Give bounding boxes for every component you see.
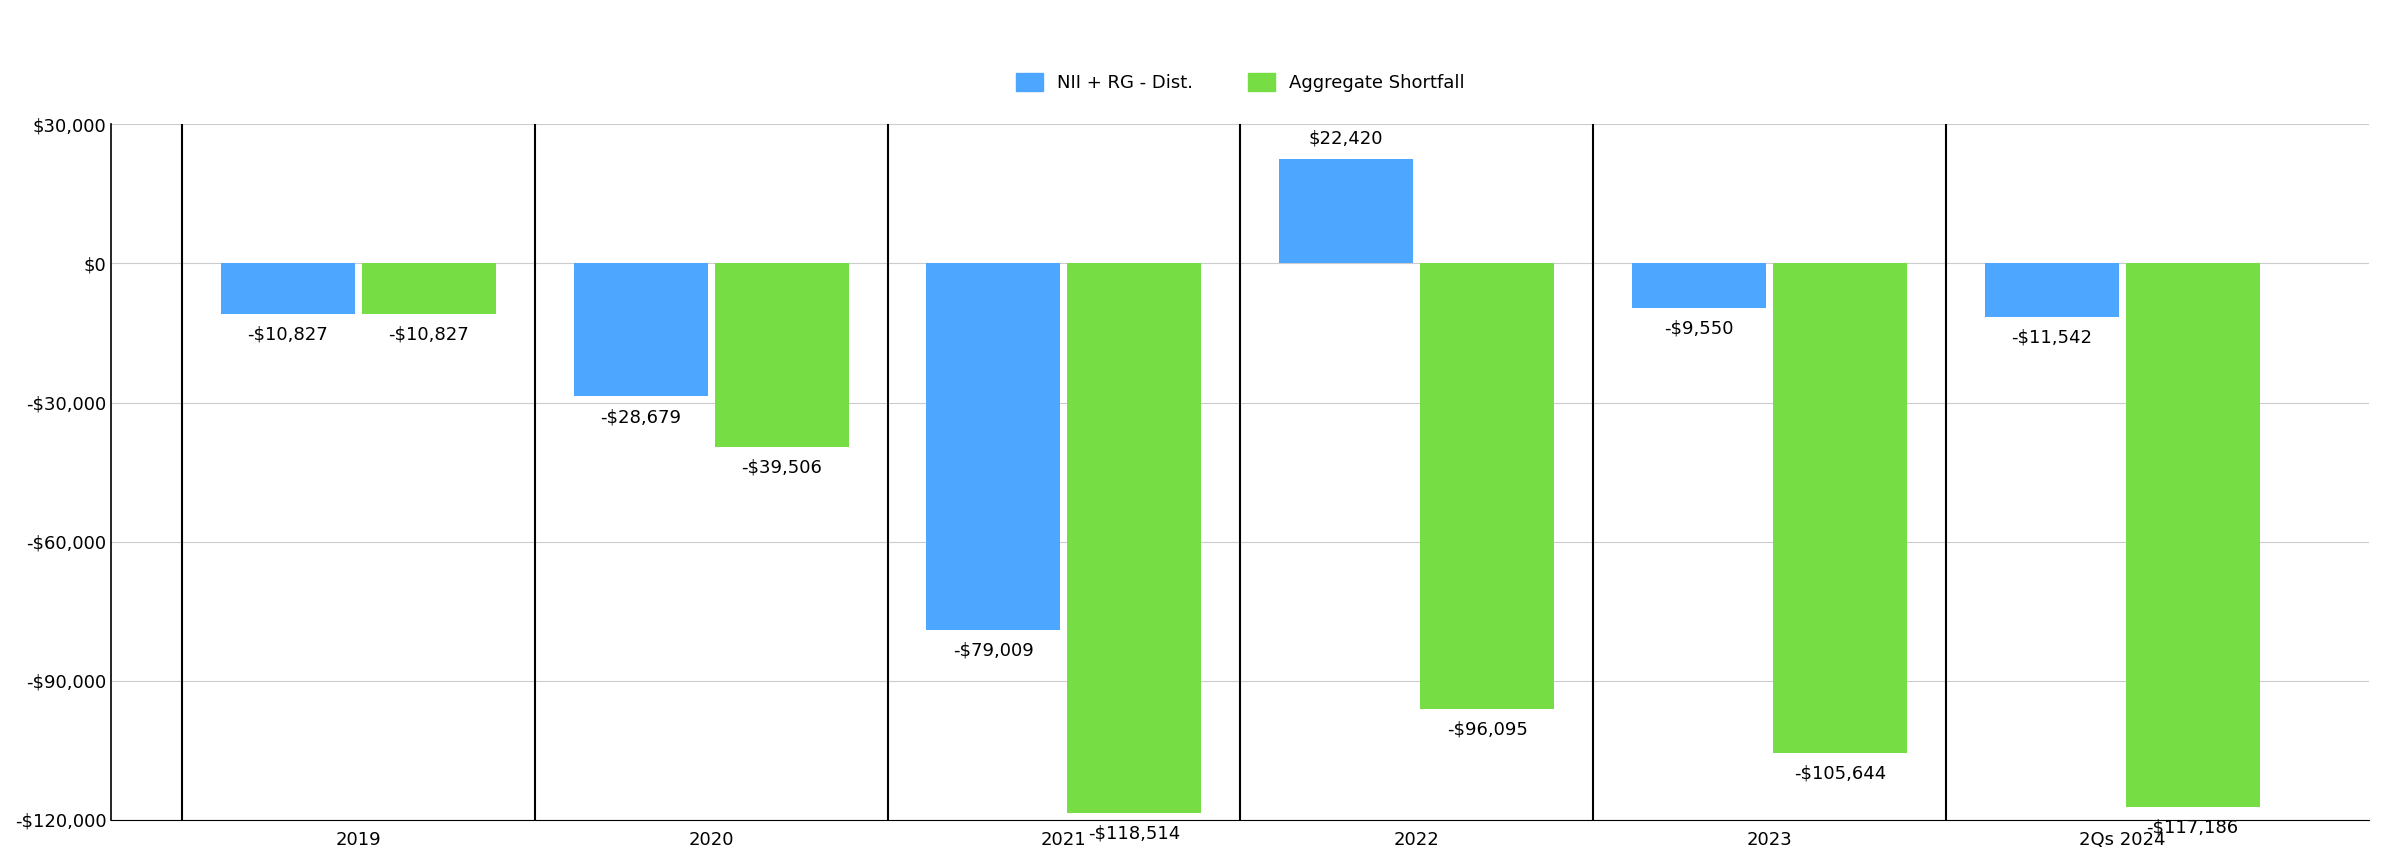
Text: -$39,506: -$39,506 <box>741 458 822 476</box>
Bar <box>1068 264 1202 813</box>
Text: -$10,827: -$10,827 <box>248 325 329 343</box>
Legend: NII + RG - Dist., Aggregate Shortfall: NII + RG - Dist., Aggregate Shortfall <box>1006 64 1473 101</box>
Text: -$11,542: -$11,542 <box>2012 328 2093 346</box>
Bar <box>1983 264 2119 317</box>
Bar <box>715 264 849 447</box>
Bar <box>1280 160 1414 264</box>
Bar <box>222 264 355 314</box>
Bar <box>2127 264 2260 807</box>
Bar <box>362 264 496 314</box>
Text: -$79,009: -$79,009 <box>954 641 1035 659</box>
Text: -$118,514: -$118,514 <box>1089 824 1180 842</box>
Bar <box>575 264 708 397</box>
Text: -$117,186: -$117,186 <box>2146 818 2239 836</box>
Bar <box>927 264 1061 630</box>
Text: -$105,644: -$105,644 <box>1793 765 1886 783</box>
Bar <box>1631 264 1767 308</box>
Bar <box>1421 264 1554 709</box>
Bar <box>1774 264 1907 753</box>
Text: -$9,550: -$9,550 <box>1664 320 1733 337</box>
Text: -$96,095: -$96,095 <box>1447 721 1528 739</box>
Text: -$10,827: -$10,827 <box>389 325 470 343</box>
Text: -$28,679: -$28,679 <box>601 408 682 426</box>
Text: $22,420: $22,420 <box>1309 130 1383 148</box>
